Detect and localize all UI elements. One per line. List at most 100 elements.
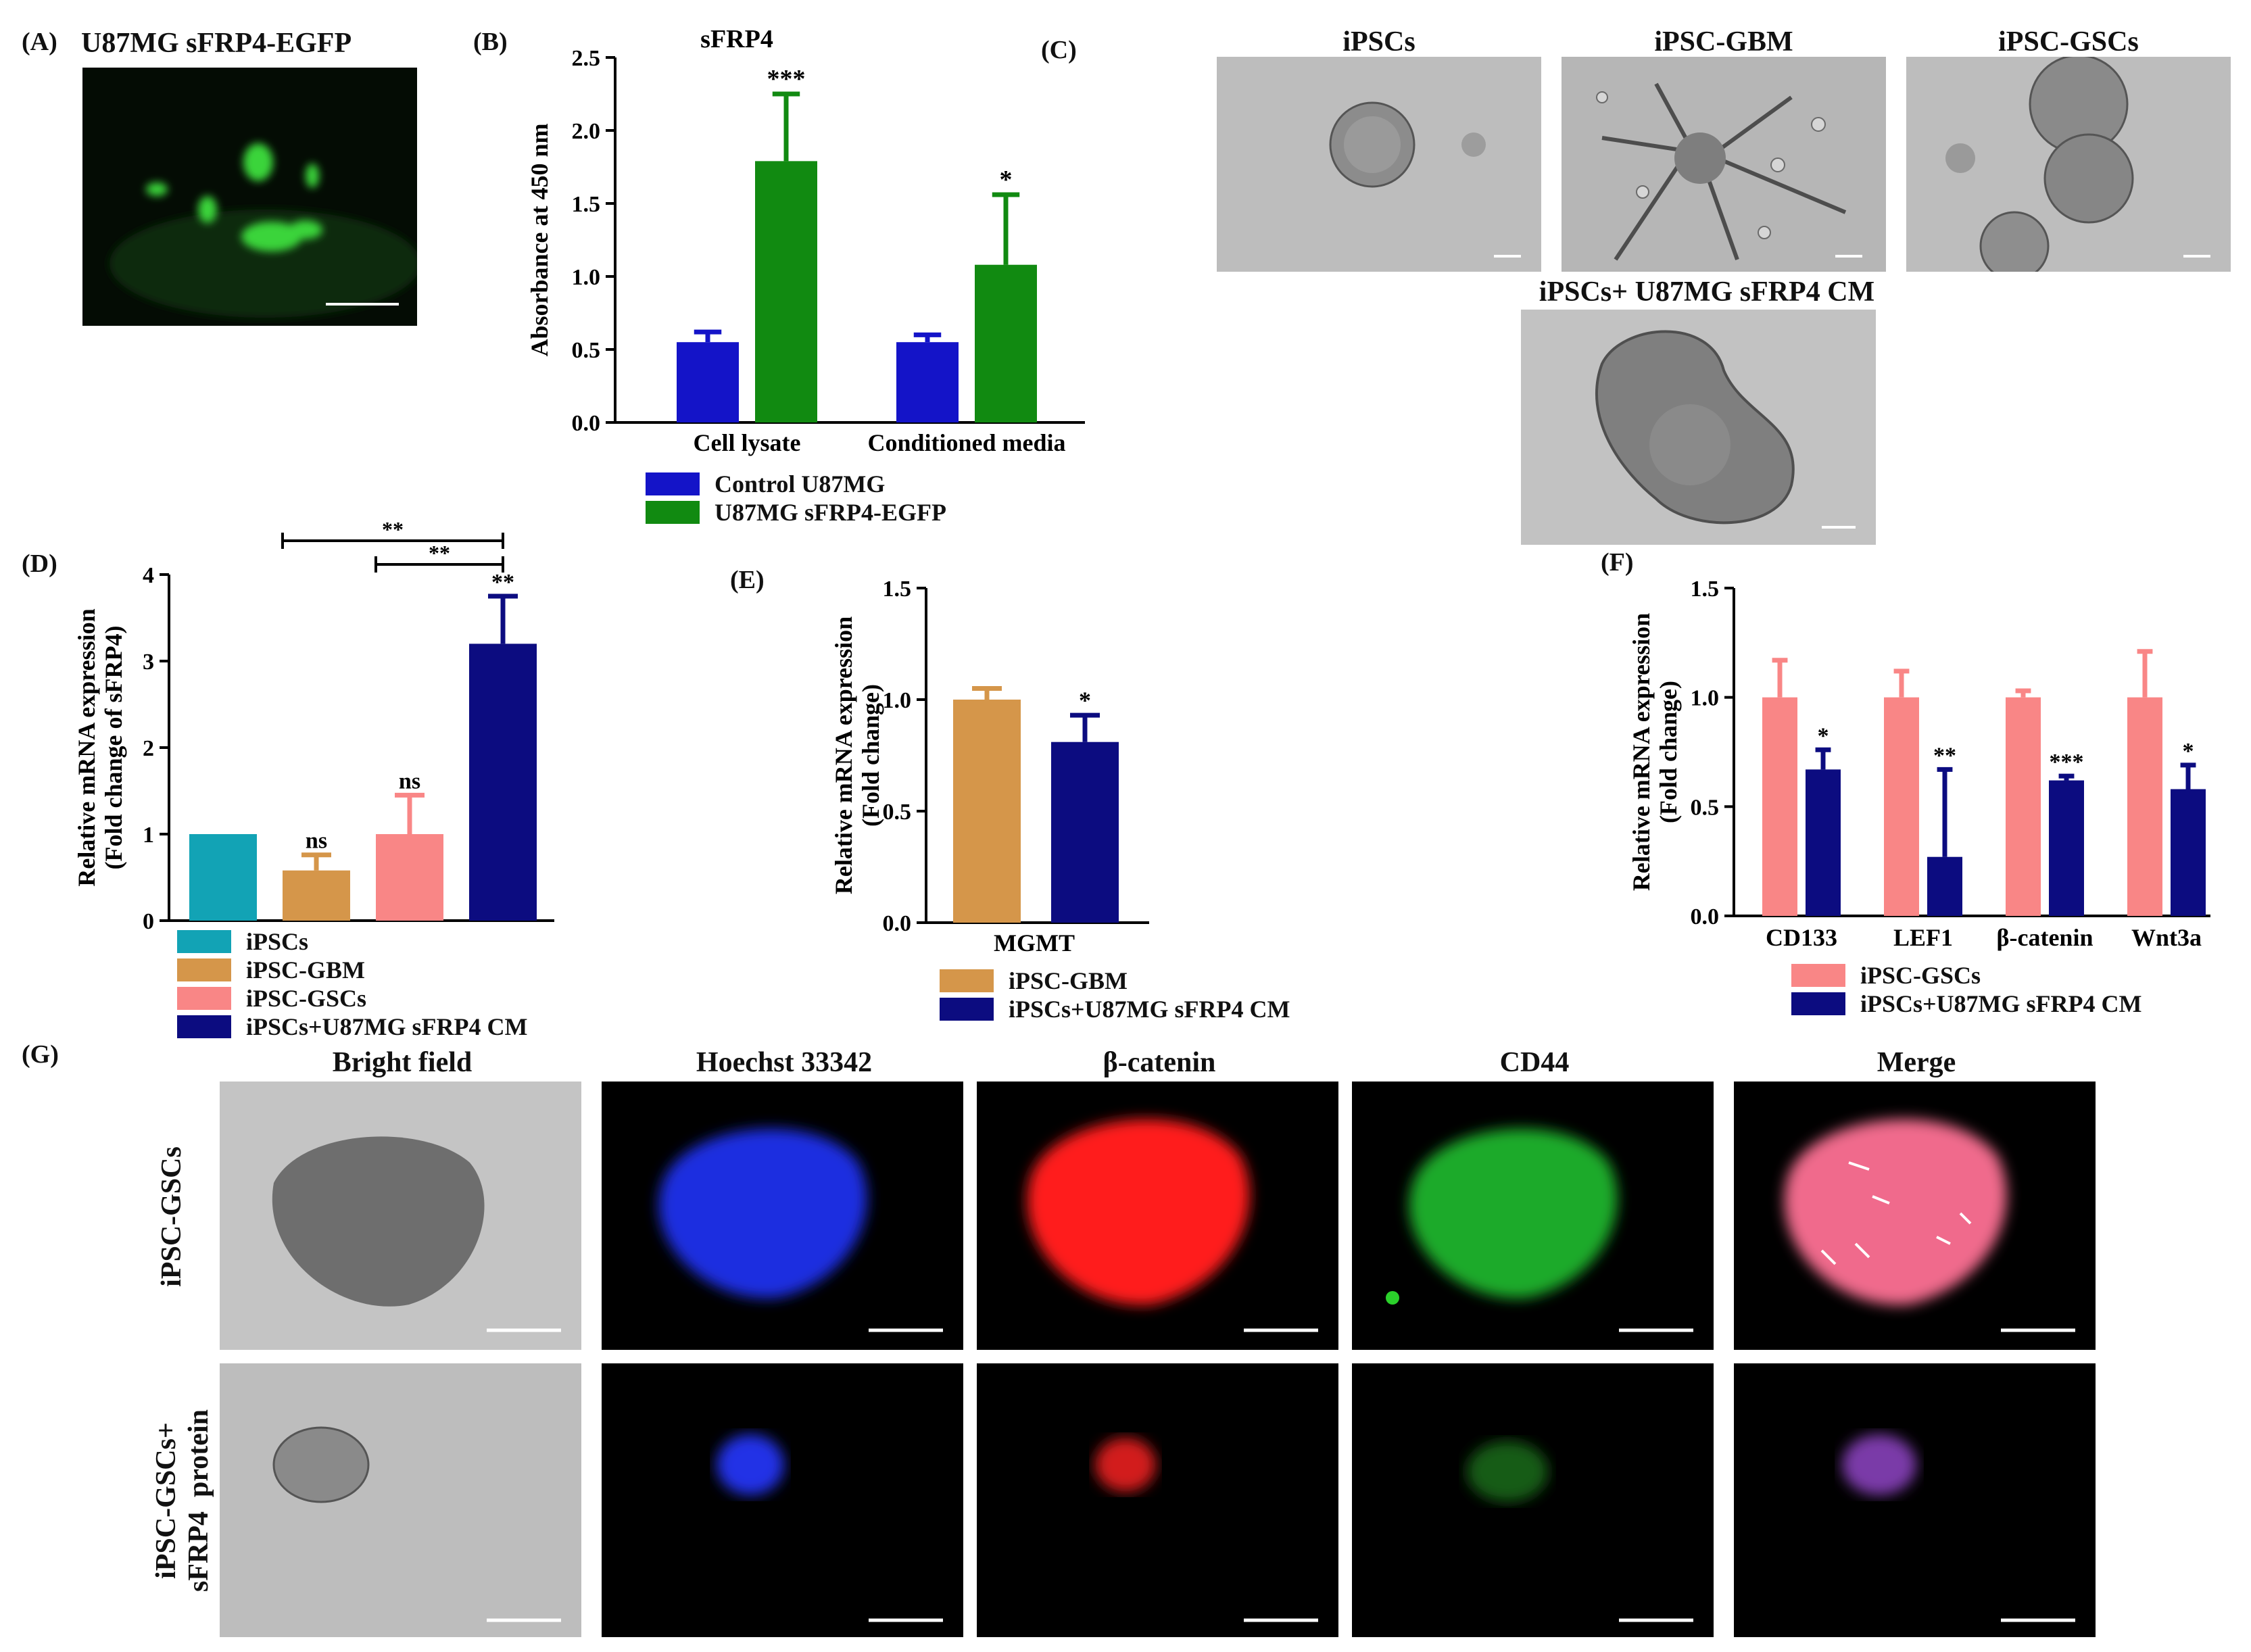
panel-c-title-1: iPSCs [1342,26,1415,57]
x-tick-label: Cell lysate [694,429,801,456]
chart-title: sFRP4 [700,27,773,53]
significance-label: * [2183,739,2194,764]
y-tick-label: 1 [143,823,154,848]
significance-label: ** [429,541,450,565]
bar [677,342,739,422]
column-header: Merge [1877,1047,1956,1078]
significance-label: ** [382,517,404,541]
significance-label: *** [2050,750,2084,775]
panel-f-label: (F) [1601,548,1634,577]
gfp-fluorescence-image [82,68,417,326]
panel-c-title-2: iPSC-GBM [1654,26,1793,57]
g-catenin-gscs [977,1082,1338,1350]
x-tick-label: β-catenin [1997,924,2093,951]
bar [1051,742,1119,923]
legend-swatch [177,958,231,981]
legend-label: iPSCs+U87MG sFRP4 CM [1860,990,2142,1017]
significance-label: ns [306,829,327,854]
legend-swatch [646,501,700,524]
legend-d-item: iPSC-GSCs [177,984,527,1013]
brightfield-ipsc-gscs-image [1906,57,2231,272]
legend-swatch [177,1015,231,1038]
y-axis-label-line: Relative mRNA expression [73,608,100,886]
legend-e-item: iPSC-GBM [940,967,1290,995]
significance-label: ns [399,769,420,794]
y-tick-label: 1.0 [1691,686,1720,711]
y-axis-label: Relative mRNA expression(Fold change) [1628,613,1682,891]
legend-label: iPSC-GBM [246,956,365,983]
legend-f: iPSC-GSCs iPSCs+U87MG sFRP4 CM [1791,961,2141,1018]
bar [1762,697,1797,916]
y-tick-label: 1.5 [883,577,912,602]
panel-g-label: (G) [22,1040,59,1069]
column-header: β-catenin [1103,1047,1216,1078]
y-tick-label: 1.0 [883,688,912,713]
legend-swatch [940,969,994,992]
significance-label: *** [767,65,806,93]
bar [2171,789,2206,916]
g-cd44-sfrp4 [1352,1363,1714,1637]
panel-a-title: U87MG sFRP4-EGFP [81,28,352,59]
x-tick-label: LEF1 [1893,924,1953,951]
bar [2049,780,2084,916]
bar [376,834,443,921]
brightfield-ipsc-gbm-image [1562,57,1886,272]
bar [2127,697,2162,916]
y-tick-label: 1.5 [572,192,601,217]
column-header: Hoechst 33342 [696,1047,873,1078]
y-tick-label: 2 [143,736,154,761]
column-header: CD44 [1499,1047,1570,1078]
panel-c-label: (C) [1041,36,1077,64]
legend-d-item: iPSC-GBM [177,956,527,984]
significance-label: * [1079,687,1091,714]
y-axis-label-line: (Fold change) [857,684,884,827]
chart-e: 0.0 0.5 1.0 1.5 Relative mRNA expression(Fol… [830,577,1149,956]
significance-label: * [1818,723,1829,748]
panel-c-title-4: iPSCs+ U87MG sFRP4 CM [1539,276,1875,308]
legend-label: iPSC-GSCs [1860,962,1981,989]
bar [469,643,537,921]
y-axis-label-line: Relative mRNA expression [1628,613,1655,891]
legend-swatch [940,998,994,1021]
g-hoechst-gscs [602,1082,963,1350]
g-hoechst-sfrp4 [602,1363,963,1637]
legend-e: iPSC-GBM iPSCs+U87MG sFRP4 CM [940,967,1290,1023]
legend-swatch [1791,992,1845,1015]
bar [1927,856,1962,916]
legend-f-item: iPSCs+U87MG sFRP4 CM [1791,990,2141,1018]
y-tick-label: 0.0 [1691,904,1720,929]
bar [1884,697,1919,916]
legend-swatch [177,987,231,1010]
x-tick-label: CD133 [1766,924,1837,951]
y-tick-label: 2.0 [572,119,601,144]
legend-d-item: iPSCs [177,927,527,956]
legend-d-item: iPSCs+U87MG sFRP4 CM [177,1013,527,1041]
y-axis-label-line: (Fold change) [1655,681,1682,823]
bar [755,161,817,423]
legend-e-item: iPSCs+U87MG sFRP4 CM [940,995,1290,1023]
legend-label: iPSCs [246,928,309,955]
g-catenin-sfrp4 [977,1363,1338,1637]
legend-label: iPSCs+U87MG sFRP4 CM [1009,996,1290,1023]
y-tick-label: 0.5 [1691,795,1720,820]
y-tick-label: 0.5 [883,800,912,825]
legend-swatch [1791,964,1845,987]
chart-f: 0.0 0.5 1.0 1.5 Relative mRNA expression(Fol… [1628,577,2210,951]
y-tick-label: 0.5 [572,338,601,363]
legend-label: iPSC-GSCs [246,985,367,1012]
g-cd44-gscs [1352,1082,1714,1350]
legend-label: U87MG sFRP4-EGFP [715,499,946,526]
g-brightfield-sfrp4 [220,1363,581,1637]
y-tick-label: 1.5 [1691,577,1720,602]
y-tick-label: 0.0 [883,911,912,936]
legend-b-item: U87MG sFRP4-EGFP [646,498,946,527]
legend-label: Control U87MG [715,470,886,497]
bar [975,264,1037,422]
bar [1806,769,1841,916]
brightfield-ipscs-cm-image [1521,310,1876,545]
legend-f-item: iPSC-GSCs [1791,961,2141,990]
y-axis-label-line: Absorbance at 450 nm [526,123,553,356]
bar [896,342,959,422]
y-tick-label: 1.0 [572,265,601,290]
y-tick-label: 0 [143,909,154,934]
